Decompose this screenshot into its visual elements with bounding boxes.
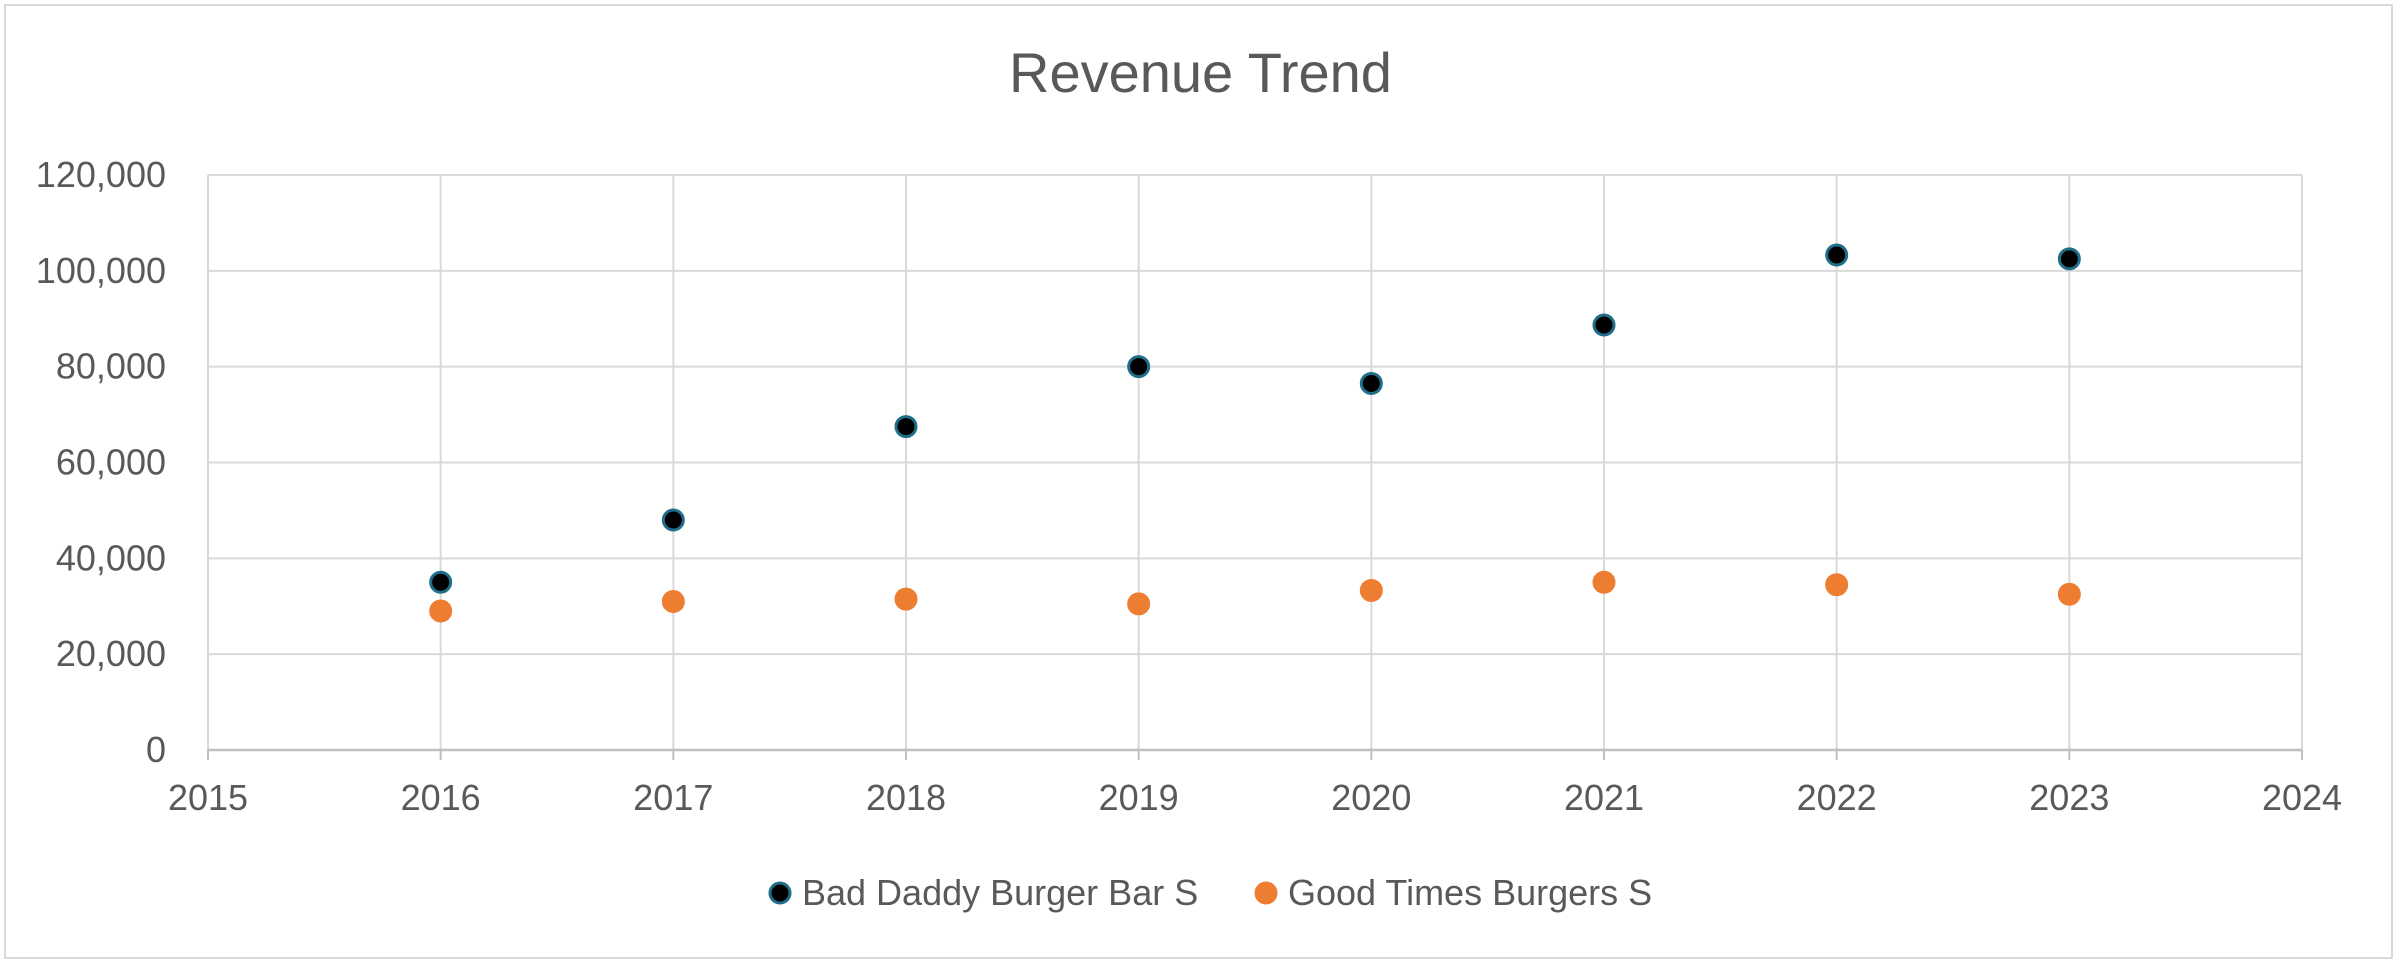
axes: 0 20,000 40,000 60,000 80,000 100,000 120,000 2… <box>36 154 2342 818</box>
legend-label: Bad Daddy Burger Bar S <box>802 872 1198 913</box>
legend-marker <box>768 881 792 905</box>
data-point-series-1 <box>1359 371 1383 395</box>
x-tick-label: 2017 <box>633 777 713 818</box>
data-point-series-1 <box>1825 243 1849 267</box>
data-point-series-2 <box>661 589 685 613</box>
x-tick-label: 2019 <box>1099 777 1179 818</box>
y-tick-label: 100,000 <box>36 250 166 291</box>
data-point-series-1 <box>1127 355 1151 379</box>
chart-title: Revenue Trend <box>1009 41 1392 104</box>
x-tick-label: 2016 <box>401 777 481 818</box>
data-point-series-2 <box>2057 582 2081 606</box>
y-tick-label: 0 <box>146 729 166 770</box>
data-point-series-2 <box>894 587 918 611</box>
data-point-series-1 <box>1592 313 1616 337</box>
data-point-series-2 <box>1825 573 1849 597</box>
y-tick-label: 60,000 <box>56 442 166 483</box>
data-point-series-2 <box>1592 570 1616 594</box>
x-tick-label: 2023 <box>2029 777 2109 818</box>
data-point-series-2 <box>1359 578 1383 602</box>
x-tick-label: 2022 <box>1797 777 1877 818</box>
x-tick-label: 2018 <box>866 777 946 818</box>
x-tick-label: 2015 <box>168 777 248 818</box>
x-tick-label: 2021 <box>1564 777 1644 818</box>
y-tick-label: 120,000 <box>36 154 166 195</box>
y-tick-label: 20,000 <box>56 633 166 674</box>
y-tick-label: 40,000 <box>56 537 166 578</box>
data-point-series-1 <box>2057 247 2081 271</box>
x-tick-label: 2020 <box>1331 777 1411 818</box>
data-point-series-1 <box>429 570 453 594</box>
x-tick-label: 2024 <box>2262 777 2342 818</box>
data-point-series-1 <box>661 508 685 532</box>
data-point-series-2 <box>429 599 453 623</box>
y-tick-label: 80,000 <box>56 346 166 387</box>
legend-marker <box>1254 881 1278 905</box>
chart-frame <box>4 4 2393 959</box>
legend: Bad Daddy Burger Bar S Good Times Burgers… <box>768 872 1652 913</box>
data-points <box>429 243 2081 623</box>
legend-label: Good Times Burgers S <box>1288 872 1652 913</box>
data-point-series-1 <box>894 415 918 439</box>
data-point-series-2 <box>1127 592 1151 616</box>
gridlines <box>207 174 2303 751</box>
